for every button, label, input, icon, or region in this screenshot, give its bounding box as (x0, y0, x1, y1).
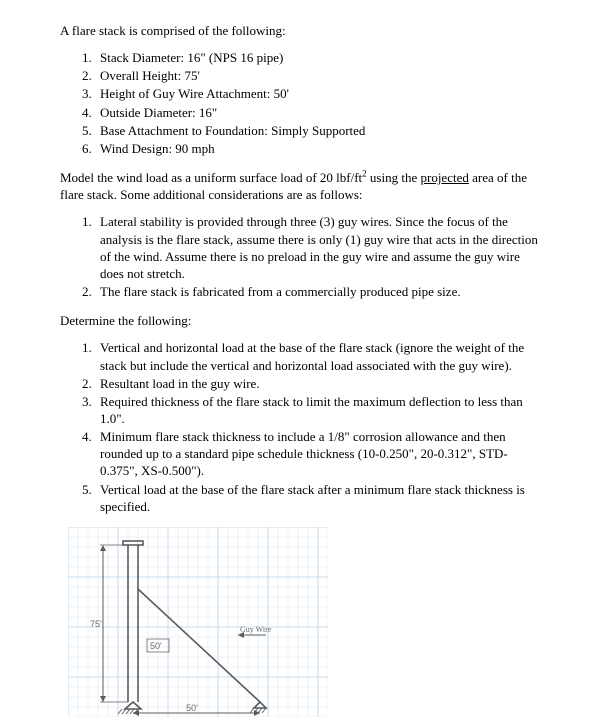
list-item: 1.Lateral stability is provided through … (82, 213, 542, 282)
intro-paragraph: A flare stack is comprised of the follow… (60, 22, 542, 39)
considerations-list: 1.Lateral stability is provided through … (60, 213, 542, 300)
determine-list: 1.Vertical and horizontal load at the ba… (60, 339, 542, 515)
diagram-container: 75' 50' 50' Guy Wire (68, 527, 542, 721)
flare-stack-diagram: 75' 50' 50' Guy Wire (68, 527, 328, 717)
svg-text:50': 50' (150, 641, 162, 651)
list-item: 1.Stack Diameter: 16" (NPS 16 pipe) (82, 49, 542, 66)
list-item: 4.Minimum flare stack thickness to inclu… (82, 428, 542, 479)
model-mid: using the (367, 170, 421, 185)
spec-text: Height of Guy Wire Attachment: 50' (100, 86, 289, 101)
spec-text: Base Attachment to Foundation: Simply Su… (100, 123, 365, 138)
consideration-text: Lateral stability is provided through th… (100, 214, 538, 280)
svg-text:75': 75' (90, 619, 102, 629)
list-item: 3.Required thickness of the flare stack … (82, 393, 542, 427)
list-item: 6.Wind Design: 90 mph (82, 140, 542, 157)
model-underlined: projected (420, 170, 468, 185)
spec-text: Outside Diameter: 16" (100, 105, 217, 120)
list-item: 5.Vertical load at the base of the flare… (82, 481, 542, 515)
list-item: 5.Base Attachment to Foundation: Simply … (82, 122, 542, 139)
model-pre: Model the wind load as a uniform surface… (60, 170, 362, 185)
svg-text:50': 50' (186, 703, 198, 713)
determine-text: Minimum flare stack thickness to include… (100, 429, 508, 478)
consideration-text: The flare stack is fabricated from a com… (100, 284, 461, 299)
spec-text: Stack Diameter: 16" (NPS 16 pipe) (100, 50, 283, 65)
list-item: 1.Vertical and horizontal load at the ba… (82, 339, 542, 373)
list-item: 2.The flare stack is fabricated from a c… (82, 283, 542, 300)
list-item: 4.Outside Diameter: 16" (82, 104, 542, 121)
spec-text: Wind Design: 90 mph (100, 141, 215, 156)
list-item: 3.Height of Guy Wire Attachment: 50' (82, 85, 542, 102)
spec-list: 1.Stack Diameter: 16" (NPS 16 pipe) 2.Ov… (60, 49, 542, 157)
determine-text: Resultant load in the guy wire. (100, 376, 260, 391)
determine-heading: Determine the following: (60, 312, 542, 329)
svg-text:Guy Wire: Guy Wire (240, 625, 272, 634)
spec-text: Overall Height: 75' (100, 68, 200, 83)
determine-text: Required thickness of the flare stack to… (100, 394, 523, 426)
model-paragraph: Model the wind load as a uniform surface… (60, 169, 542, 203)
list-item: 2.Overall Height: 75' (82, 67, 542, 84)
determine-text: Vertical load at the base of the flare s… (100, 482, 525, 514)
determine-text: Vertical and horizontal load at the base… (100, 340, 524, 372)
list-item: 2.Resultant load in the guy wire. (82, 375, 542, 392)
